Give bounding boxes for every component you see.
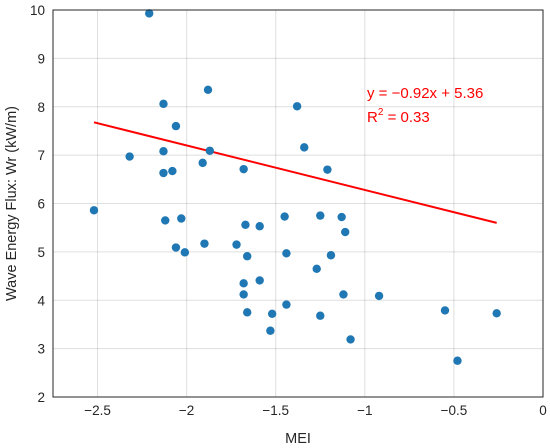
data-point <box>239 164 248 174</box>
data-point <box>171 121 181 131</box>
data-point <box>453 356 462 365</box>
x-tick-label: −1.5 <box>262 403 289 418</box>
y-tick-label: 5 <box>37 245 45 260</box>
y-axis-label: Wave Energy Flux: Wr (kW/m) <box>4 106 20 301</box>
x-tick-label: 0 <box>539 403 547 418</box>
x-tick-label: −1 <box>357 403 372 418</box>
y-tick-label: 10 <box>30 3 45 18</box>
data-point <box>374 291 384 301</box>
plot-frame <box>52 9 544 398</box>
data-point <box>200 239 209 248</box>
x-axis-label: MEI <box>285 431 311 447</box>
data-point <box>177 214 186 223</box>
data-point <box>337 212 346 222</box>
data-point <box>316 211 325 220</box>
r2-superscript: 2 <box>378 107 384 118</box>
r2-value: = 0.33 <box>383 109 429 126</box>
data-point <box>255 222 264 231</box>
data-point <box>282 300 291 309</box>
data-point <box>145 9 154 18</box>
data-point <box>159 147 168 156</box>
data-point <box>326 251 336 260</box>
data-point <box>492 309 501 318</box>
data-point <box>198 158 207 168</box>
data-point <box>232 240 241 249</box>
data-point <box>266 326 275 335</box>
data-point <box>316 311 325 320</box>
data-point <box>255 276 264 285</box>
data-point <box>159 99 168 109</box>
y-tick-label: 4 <box>37 293 45 308</box>
data-points <box>89 9 501 365</box>
y-tick-labels: 2 3 4 5 6 7 8 9 10 <box>30 3 46 405</box>
data-point <box>341 227 350 237</box>
y-tick-label: 8 <box>37 100 45 115</box>
data-point <box>125 152 134 161</box>
x-tick-labels: −2.5 −2 −1.5 −1 −0.5 0 <box>84 403 547 418</box>
fit-line <box>93 121 497 224</box>
fit-r-squared: R2 = 0.33 <box>367 107 430 126</box>
data-point <box>161 216 170 225</box>
data-point <box>243 308 252 317</box>
grid-lines <box>53 9 544 398</box>
fit-equation: y = −0.92x + 5.36 <box>367 85 483 102</box>
data-point <box>323 165 332 174</box>
y-tick-label: 9 <box>37 51 45 66</box>
data-point <box>239 279 248 288</box>
data-point <box>159 168 168 178</box>
data-point <box>312 264 321 274</box>
data-point <box>180 248 190 257</box>
data-point <box>280 212 289 221</box>
y-tick-label: 2 <box>37 390 45 405</box>
y-tick-label: 6 <box>37 197 45 212</box>
data-point <box>300 143 309 152</box>
data-point <box>203 85 213 95</box>
data-point <box>440 306 450 315</box>
y-tick-label: 7 <box>37 148 45 163</box>
data-point <box>346 335 355 344</box>
data-point <box>292 102 302 111</box>
data-point <box>241 220 250 229</box>
data-point <box>89 206 99 215</box>
x-tick-label: −2.5 <box>84 403 111 418</box>
r2-base: R <box>367 109 378 126</box>
y-tick-label: 3 <box>37 342 45 357</box>
data-point <box>239 290 248 299</box>
data-point <box>243 252 252 261</box>
data-point <box>168 166 177 176</box>
x-tick-label: −2 <box>179 403 194 418</box>
fit-line-group <box>93 121 497 224</box>
data-point <box>282 249 291 258</box>
data-point <box>205 146 214 155</box>
data-point <box>339 290 348 299</box>
x-tick-label: −0.5 <box>441 403 468 418</box>
data-point <box>171 243 181 252</box>
data-point <box>267 309 277 318</box>
